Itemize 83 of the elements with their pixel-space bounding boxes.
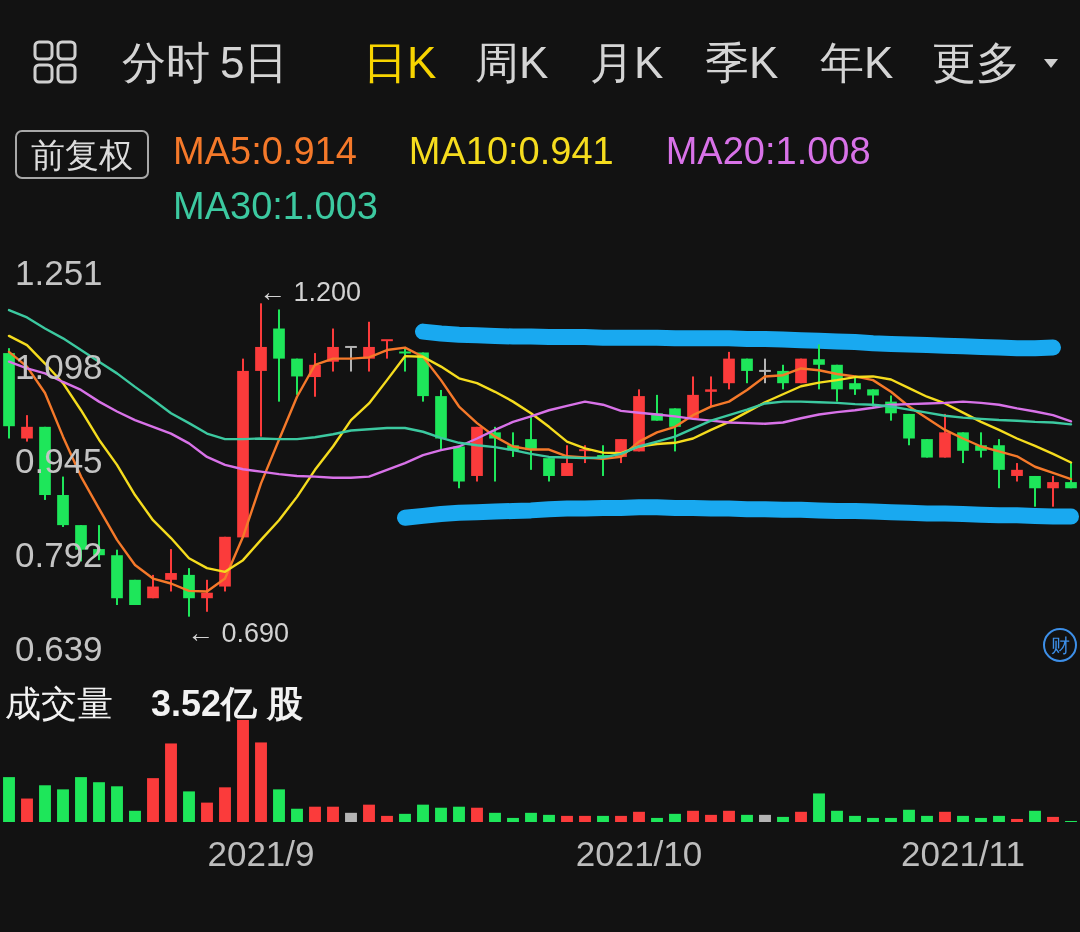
bar [921, 815, 933, 822]
bar [435, 807, 447, 822]
text: 周K [475, 38, 549, 87]
bar [39, 785, 51, 822]
bar [1029, 810, 1041, 822]
bar [111, 786, 123, 822]
text: 月K [590, 38, 664, 87]
bar [201, 802, 213, 822]
bar [1011, 818, 1023, 822]
bar [543, 814, 555, 822]
bar [165, 743, 177, 822]
bar [471, 807, 483, 822]
bar [777, 816, 789, 822]
x-tick-label: 2021/10 [575, 834, 703, 873]
bar [885, 817, 897, 822]
text: 日K [363, 38, 437, 87]
text: 更多 [932, 38, 1020, 87]
annotation: ← 0.690 [187, 617, 290, 648]
bar [57, 789, 69, 822]
bar [75, 777, 87, 822]
bar [489, 812, 501, 822]
text: 5日 [220, 38, 289, 87]
bar [507, 817, 519, 822]
bar [219, 787, 231, 822]
bar [687, 810, 699, 822]
bar [831, 810, 843, 822]
bar [849, 815, 861, 822]
text: MA5:0.914 [173, 130, 357, 172]
annotation: ← 1.200 [259, 277, 362, 308]
bar [993, 815, 1005, 822]
y-tick-label: 1.251 [15, 252, 103, 292]
x-tick-label: 2021/11 [901, 834, 1025, 873]
bar [795, 811, 807, 822]
bar [381, 815, 393, 822]
chart-title: 成交量 [5, 683, 113, 724]
text: 年K [820, 38, 894, 87]
bar [759, 814, 771, 822]
bar [723, 810, 735, 822]
bar [399, 813, 411, 822]
bar [1047, 816, 1059, 822]
annotation: 财 [1050, 635, 1070, 656]
bar [597, 815, 609, 822]
bar [669, 813, 681, 822]
bar [741, 814, 753, 822]
bar [903, 809, 915, 822]
bar [453, 806, 465, 822]
chart-subtitle: 3.52亿 股 [151, 683, 304, 724]
text: 季K [705, 38, 779, 87]
bar [3, 777, 15, 822]
bar [939, 811, 951, 822]
bar [21, 798, 33, 822]
bar [345, 812, 357, 822]
bar [417, 804, 429, 822]
bar [867, 817, 879, 822]
bar [237, 720, 249, 822]
y-tick-label: 0.639 [15, 628, 103, 668]
bar [705, 814, 717, 822]
bar [273, 789, 285, 822]
legend-title: 前复权 [31, 136, 133, 174]
text: MA10:0.941 [408, 130, 614, 172]
bar [651, 817, 663, 822]
bar [579, 815, 591, 822]
bar [93, 782, 105, 822]
bar [615, 815, 627, 822]
bar [327, 806, 339, 822]
bar [957, 815, 969, 822]
bar [633, 811, 645, 822]
bar [255, 742, 267, 822]
y-tick-label: 0.792 [15, 534, 103, 574]
bar [975, 817, 987, 822]
bar [291, 808, 303, 822]
text: MA20:1.008 [665, 130, 871, 172]
text: MA30:1.003 [173, 185, 378, 227]
bar [813, 793, 825, 822]
bar [561, 815, 573, 822]
bar [363, 804, 375, 822]
bar [129, 810, 141, 822]
bar [525, 812, 537, 822]
text: 分时 [122, 38, 210, 87]
bar [183, 791, 195, 822]
bar [309, 806, 321, 822]
x-tick-label: 2021/9 [207, 834, 315, 873]
bar [147, 778, 159, 822]
